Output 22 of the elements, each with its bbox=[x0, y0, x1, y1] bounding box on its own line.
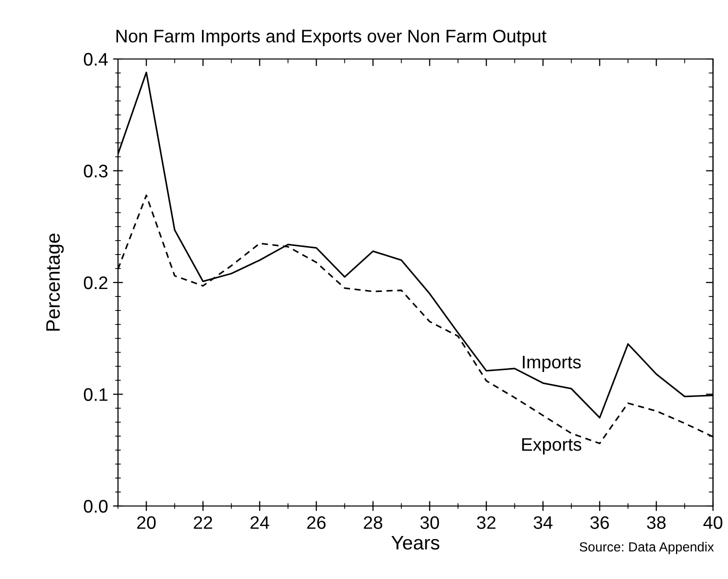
source-note: Source: Data Appendix bbox=[580, 542, 714, 554]
x-tick-label: 20 bbox=[137, 516, 156, 529]
chart-title: Non Farm Imports and Exports over Non Farm Output bbox=[116, 29, 546, 46]
x-tick-label: 32 bbox=[476, 516, 496, 529]
y-axis-title: Percentage bbox=[46, 234, 64, 331]
x-tick-label: 36 bbox=[590, 516, 609, 529]
series-label: Exports bbox=[522, 438, 582, 454]
x-tick-label: 34 bbox=[534, 516, 553, 529]
x-tick-label: 26 bbox=[307, 516, 326, 529]
y-tick-label: 0.4 bbox=[84, 52, 108, 66]
series-label: Imports bbox=[522, 356, 581, 372]
y-tick-label: 0.3 bbox=[84, 164, 108, 178]
y-tick-label: 0.2 bbox=[84, 276, 108, 290]
y-tick-label: 0.1 bbox=[84, 388, 108, 401]
x-tick-label: 24 bbox=[250, 516, 270, 529]
x-tick-label: 38 bbox=[646, 516, 666, 529]
x-tick-label: 40 bbox=[703, 516, 722, 529]
x-tick-label: 30 bbox=[420, 516, 440, 529]
x-tick-label: 28 bbox=[364, 516, 382, 529]
x-tick-label: 22 bbox=[194, 516, 212, 529]
y-tick-label: 0.0 bbox=[84, 500, 108, 513]
x-axis-title: Years bbox=[391, 536, 440, 550]
